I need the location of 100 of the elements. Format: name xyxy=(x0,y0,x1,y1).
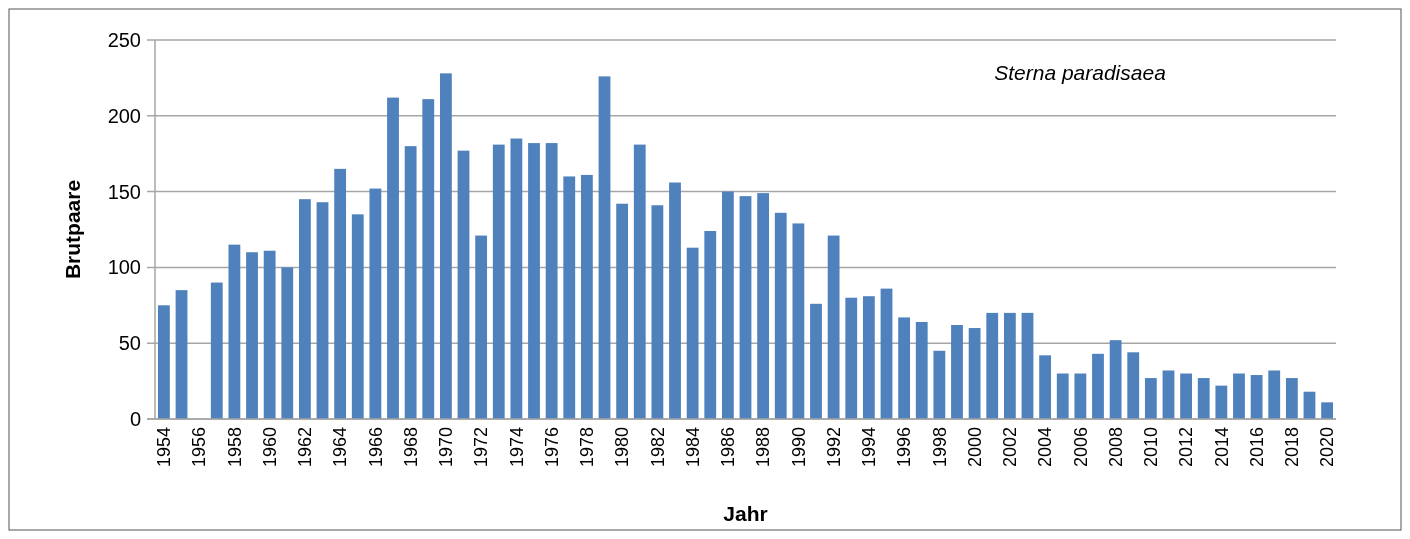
x-tick-label: 1964 xyxy=(330,427,351,468)
bar xyxy=(1127,352,1140,419)
x-tick-label: 2008 xyxy=(1105,427,1126,468)
bar xyxy=(810,303,822,419)
bar xyxy=(845,297,858,419)
bar xyxy=(263,250,276,419)
bar xyxy=(422,99,435,419)
bar xyxy=(1250,375,1263,419)
bar xyxy=(616,203,629,419)
bar xyxy=(1215,385,1228,419)
x-tick-label: 1970 xyxy=(436,427,457,468)
x-tick-label: 1990 xyxy=(788,427,809,468)
annotation: Sterna paradisaea xyxy=(994,60,1166,84)
bar xyxy=(862,296,875,419)
bar xyxy=(404,146,417,419)
bar xyxy=(334,168,347,419)
y-tick-label: 250 xyxy=(107,29,141,51)
bar xyxy=(175,290,188,419)
x-tick-label: 1972 xyxy=(471,427,492,468)
bar xyxy=(580,174,593,419)
bar xyxy=(1021,312,1034,419)
bar xyxy=(774,212,787,419)
x-tick-label: 1996 xyxy=(894,427,915,468)
x-tick-label: 1966 xyxy=(365,427,386,468)
bar xyxy=(563,176,576,419)
y-tick-label: 0 xyxy=(129,408,141,430)
y-tick-label: 100 xyxy=(107,256,141,279)
x-tick-label: 2002 xyxy=(1000,427,1021,468)
bar xyxy=(351,214,364,419)
x-tick-label: 2010 xyxy=(1141,427,1162,468)
x-tick-label: 1992 xyxy=(823,427,844,468)
bar xyxy=(792,223,805,419)
bar xyxy=(545,143,558,419)
x-tick-label: 1954 xyxy=(154,427,175,468)
bar xyxy=(686,247,699,419)
bar xyxy=(298,199,311,419)
bar xyxy=(739,196,752,419)
x-tick-label: 2004 xyxy=(1035,427,1056,468)
x-tick-label: 2020 xyxy=(1317,427,1338,468)
y-tick-label: 50 xyxy=(118,332,141,355)
bar xyxy=(1321,402,1334,419)
bar xyxy=(986,312,999,419)
bar xyxy=(633,144,646,419)
bar xyxy=(510,138,523,419)
bar xyxy=(880,288,893,419)
x-tick-label: 1988 xyxy=(753,427,774,468)
bar xyxy=(915,321,928,419)
bar xyxy=(1074,373,1087,419)
x-tick-label: 1968 xyxy=(400,427,421,468)
x-tick-label: 1956 xyxy=(189,427,210,468)
bar xyxy=(457,150,470,419)
x-tick-label: 1958 xyxy=(224,427,245,468)
x-axis-title: Jahr xyxy=(723,502,768,525)
x-tick-label: 1994 xyxy=(859,427,880,468)
bar xyxy=(933,350,946,419)
bar xyxy=(1144,378,1157,419)
x-tick-label: 2000 xyxy=(964,427,985,468)
bar xyxy=(316,202,329,419)
bar xyxy=(651,205,664,419)
bar xyxy=(1285,378,1298,419)
bar xyxy=(439,73,452,419)
bar xyxy=(246,252,258,419)
bar xyxy=(1162,370,1175,419)
bar xyxy=(598,76,611,419)
bar xyxy=(1092,353,1104,419)
x-tick-label: 1962 xyxy=(295,427,316,468)
bar xyxy=(1268,370,1281,419)
x-tick-label: 1980 xyxy=(612,427,633,468)
bar xyxy=(1039,355,1052,419)
x-tick-label: 1974 xyxy=(506,427,527,468)
bar xyxy=(951,325,963,419)
bar xyxy=(1233,373,1245,419)
y-tick-label: 200 xyxy=(107,104,141,127)
x-tick-label: 2014 xyxy=(1211,427,1232,468)
x-tick-label: 1998 xyxy=(929,427,950,468)
bar xyxy=(704,231,717,419)
y-axis-title: Brutpaare xyxy=(61,179,84,280)
bar xyxy=(158,305,170,419)
bar xyxy=(757,193,770,419)
bar xyxy=(210,282,223,419)
bar xyxy=(1109,340,1122,419)
x-tick-label: 1976 xyxy=(541,427,562,468)
bar xyxy=(475,235,488,419)
bar xyxy=(968,328,981,419)
bar xyxy=(387,97,399,419)
bar xyxy=(492,144,505,419)
bar xyxy=(228,244,241,419)
x-tick-label: 2016 xyxy=(1246,427,1267,468)
bar xyxy=(528,143,540,419)
bar xyxy=(1056,373,1069,419)
bar xyxy=(281,267,294,419)
bar xyxy=(369,188,382,419)
x-tick-label: 1984 xyxy=(682,427,703,468)
x-tick-label: 2006 xyxy=(1070,427,1091,468)
x-tick-label: 1982 xyxy=(647,427,668,468)
bar xyxy=(1197,378,1210,419)
bar xyxy=(1003,312,1016,419)
bar xyxy=(1180,373,1193,419)
x-tick-label: 2018 xyxy=(1282,427,1303,468)
bar xyxy=(721,191,734,419)
